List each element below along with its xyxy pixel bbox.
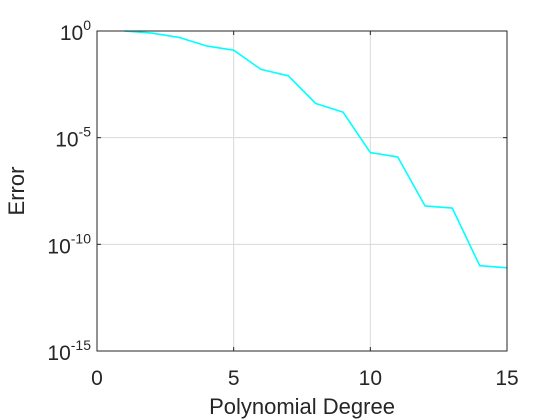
plot-background	[97, 31, 507, 351]
y-tick-label-exponent: -15	[71, 337, 91, 353]
y-tick-label-base: 10	[60, 22, 83, 45]
x-tick-label: 0	[91, 367, 103, 390]
y-axis-label: Error	[4, 167, 29, 216]
y-tick-label: 100	[60, 17, 91, 45]
y-tick-label-exponent: 0	[83, 17, 91, 33]
tick-marks	[96, 30, 508, 352]
plot-frame	[96, 30, 508, 352]
y-tick-label-base: 10	[47, 235, 70, 258]
series-line	[124, 30, 508, 269]
y-tick-label-base: 10	[55, 129, 78, 152]
y-tick-label: 10-15	[47, 337, 91, 365]
x-tick-label: 10	[359, 367, 382, 390]
y-tick-label-base: 10	[47, 342, 70, 365]
y-tick-label: 10-10	[47, 230, 91, 258]
y-tick-label: 10-5	[55, 124, 91, 152]
y-tick-label-exponent: -5	[79, 124, 92, 140]
x-axis-label: Polynomial Degree	[209, 394, 395, 419]
y-tick-label-exponent: -10	[71, 230, 91, 246]
x-tick-label: 15	[495, 367, 518, 390]
grid-lines	[97, 31, 507, 351]
x-tick-label: 5	[228, 367, 240, 390]
series-group	[124, 30, 508, 269]
x-tick-labels: 0 5 10 15	[91, 367, 519, 390]
